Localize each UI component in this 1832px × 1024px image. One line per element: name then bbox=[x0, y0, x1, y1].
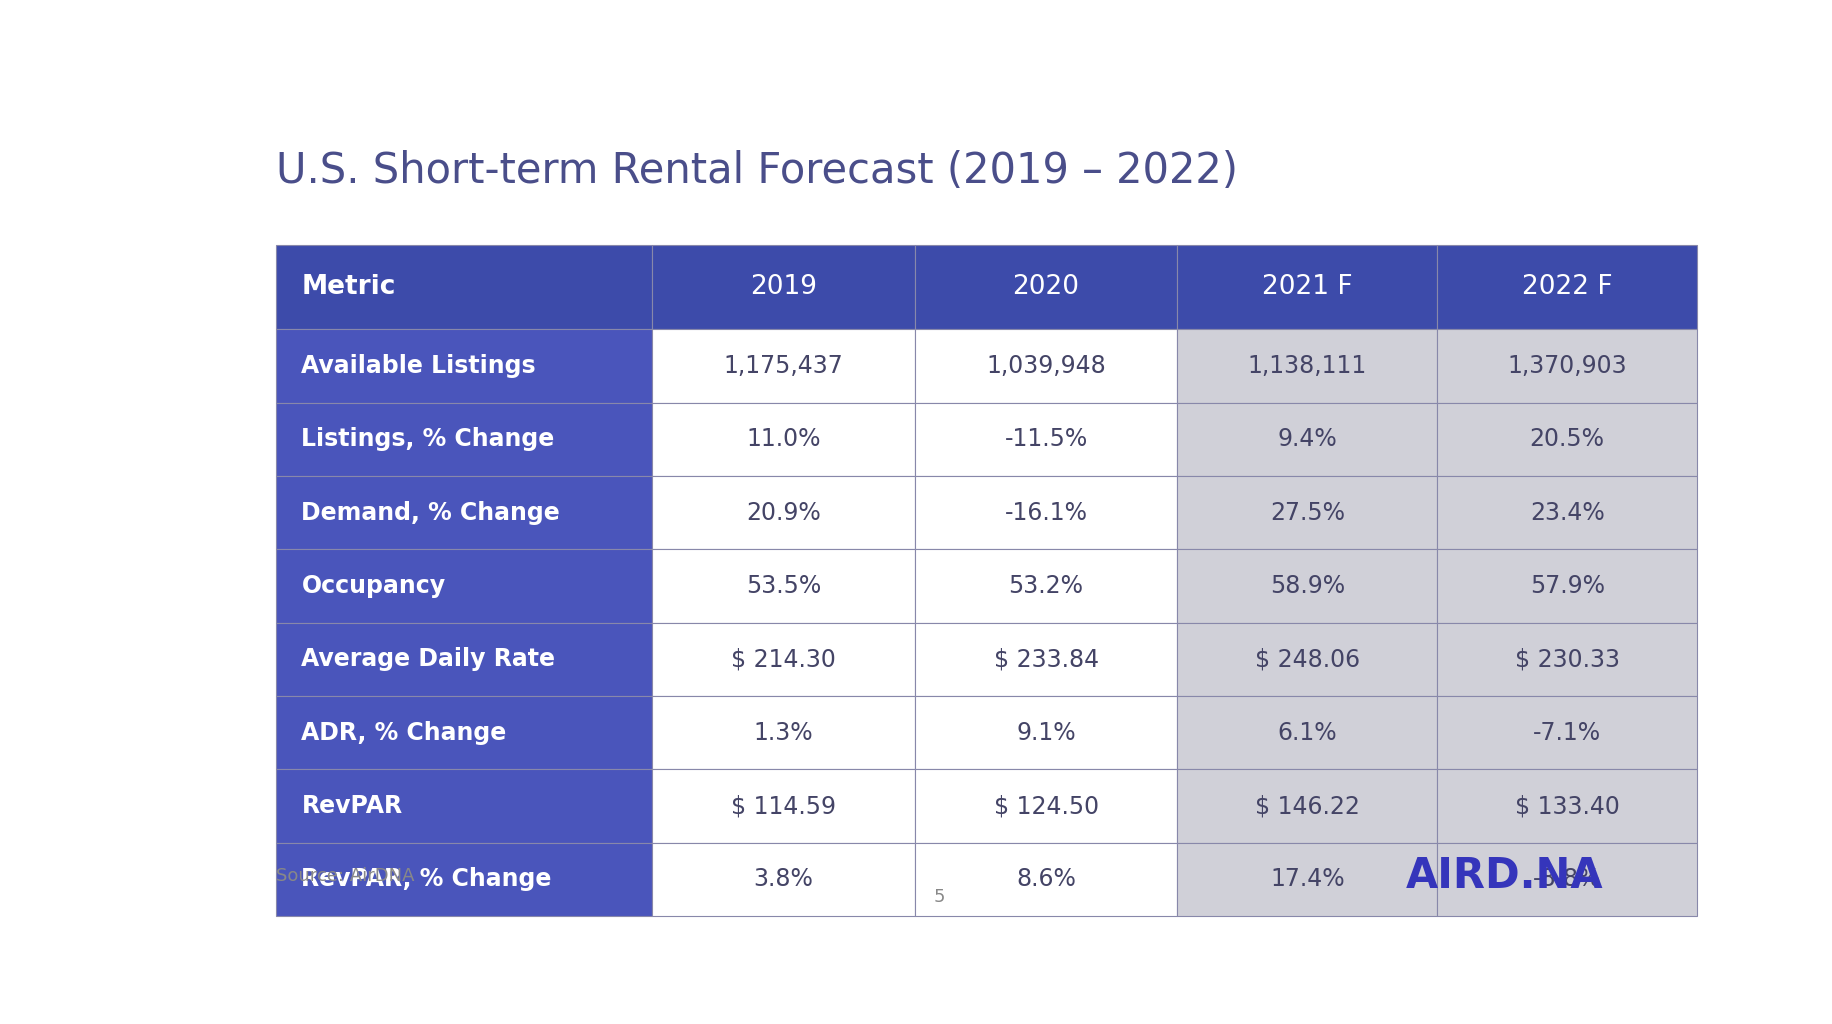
Text: 9.4%: 9.4% bbox=[1277, 427, 1337, 452]
Bar bbox=[1178, 843, 1438, 916]
Text: 2021 F: 2021 F bbox=[1262, 274, 1352, 300]
Text: AIRD.NA: AIRD.NA bbox=[1405, 855, 1603, 897]
Text: 6.1%: 6.1% bbox=[1277, 721, 1337, 744]
Bar bbox=[914, 623, 1178, 696]
Bar bbox=[652, 245, 914, 330]
Text: 57.9%: 57.9% bbox=[1530, 574, 1605, 598]
Text: Listings, % Change: Listings, % Change bbox=[302, 427, 555, 452]
Text: -11.5%: -11.5% bbox=[1004, 427, 1088, 452]
Bar bbox=[277, 696, 652, 769]
Text: 1,175,437: 1,175,437 bbox=[724, 354, 843, 378]
Text: $ 114.59: $ 114.59 bbox=[731, 794, 835, 818]
Bar bbox=[914, 769, 1178, 843]
Text: 2020: 2020 bbox=[1013, 274, 1079, 300]
Bar bbox=[914, 550, 1178, 623]
Bar bbox=[1438, 476, 1696, 550]
Text: -8.8%: -8.8% bbox=[1533, 867, 1601, 892]
Text: 23.4%: 23.4% bbox=[1530, 501, 1605, 524]
Text: -7.1%: -7.1% bbox=[1533, 721, 1601, 744]
Text: $ 214.30: $ 214.30 bbox=[731, 647, 835, 672]
Bar bbox=[652, 402, 914, 476]
Bar bbox=[1438, 550, 1696, 623]
Text: 53.5%: 53.5% bbox=[746, 574, 821, 598]
Text: Occupancy: Occupancy bbox=[302, 574, 445, 598]
Text: 1,370,903: 1,370,903 bbox=[1508, 354, 1627, 378]
Bar bbox=[1438, 245, 1696, 330]
Bar bbox=[1438, 696, 1696, 769]
Text: 1.3%: 1.3% bbox=[753, 721, 813, 744]
Text: $ 233.84: $ 233.84 bbox=[993, 647, 1099, 672]
Text: 58.9%: 58.9% bbox=[1270, 574, 1345, 598]
Text: RevPAR: RevPAR bbox=[302, 794, 403, 818]
Text: 20.9%: 20.9% bbox=[746, 501, 821, 524]
Text: 17.4%: 17.4% bbox=[1270, 867, 1345, 892]
Bar bbox=[277, 769, 652, 843]
Text: 2022 F: 2022 F bbox=[1522, 274, 1612, 300]
Bar bbox=[277, 402, 652, 476]
Bar bbox=[277, 330, 652, 402]
Bar bbox=[1178, 623, 1438, 696]
Bar bbox=[277, 550, 652, 623]
Text: 27.5%: 27.5% bbox=[1270, 501, 1345, 524]
Text: 1,138,111: 1,138,111 bbox=[1248, 354, 1367, 378]
Text: Average Daily Rate: Average Daily Rate bbox=[302, 647, 555, 672]
Bar bbox=[1178, 245, 1438, 330]
Text: $ 133.40: $ 133.40 bbox=[1515, 794, 1619, 818]
Bar bbox=[914, 330, 1178, 402]
Bar bbox=[1178, 696, 1438, 769]
Text: 11.0%: 11.0% bbox=[746, 427, 821, 452]
Bar bbox=[914, 402, 1178, 476]
Text: Available Listings: Available Listings bbox=[302, 354, 537, 378]
Text: Source: AirDNA: Source: AirDNA bbox=[277, 867, 414, 885]
Text: 1,039,948: 1,039,948 bbox=[986, 354, 1107, 378]
Text: 53.2%: 53.2% bbox=[1009, 574, 1083, 598]
Text: 20.5%: 20.5% bbox=[1530, 427, 1605, 452]
Bar bbox=[914, 245, 1178, 330]
Text: RevPAR, % Change: RevPAR, % Change bbox=[302, 867, 551, 892]
Text: $ 124.50: $ 124.50 bbox=[993, 794, 1099, 818]
Bar bbox=[652, 623, 914, 696]
Bar bbox=[914, 843, 1178, 916]
Bar bbox=[277, 623, 652, 696]
Bar bbox=[1178, 402, 1438, 476]
Bar bbox=[1438, 769, 1696, 843]
Bar bbox=[1178, 330, 1438, 402]
Text: U.S. Short-term Rental Forecast (2019 – 2022): U.S. Short-term Rental Forecast (2019 – … bbox=[277, 151, 1238, 193]
Text: 9.1%: 9.1% bbox=[1017, 721, 1075, 744]
Text: Metric: Metric bbox=[302, 274, 396, 300]
Text: Demand, % Change: Demand, % Change bbox=[302, 501, 561, 524]
Bar bbox=[1438, 623, 1696, 696]
Bar bbox=[1438, 330, 1696, 402]
Text: $ 146.22: $ 146.22 bbox=[1255, 794, 1359, 818]
Text: 8.6%: 8.6% bbox=[1017, 867, 1075, 892]
Bar bbox=[914, 696, 1178, 769]
Bar bbox=[1178, 769, 1438, 843]
Text: $ 248.06: $ 248.06 bbox=[1255, 647, 1359, 672]
Bar bbox=[652, 330, 914, 402]
Bar bbox=[1438, 843, 1696, 916]
Bar bbox=[652, 843, 914, 916]
Bar bbox=[652, 696, 914, 769]
Bar bbox=[652, 476, 914, 550]
Text: $ 230.33: $ 230.33 bbox=[1515, 647, 1619, 672]
Bar bbox=[652, 769, 914, 843]
Bar bbox=[652, 550, 914, 623]
Bar bbox=[1438, 402, 1696, 476]
Text: 2019: 2019 bbox=[749, 274, 817, 300]
Text: ADR, % Change: ADR, % Change bbox=[302, 721, 507, 744]
Bar bbox=[277, 843, 652, 916]
Text: 3.8%: 3.8% bbox=[753, 867, 813, 892]
Text: 5: 5 bbox=[932, 888, 945, 906]
Text: -16.1%: -16.1% bbox=[1004, 501, 1088, 524]
Bar bbox=[277, 476, 652, 550]
Bar bbox=[277, 245, 652, 330]
Bar bbox=[1178, 476, 1438, 550]
Bar bbox=[914, 476, 1178, 550]
Bar bbox=[1178, 550, 1438, 623]
